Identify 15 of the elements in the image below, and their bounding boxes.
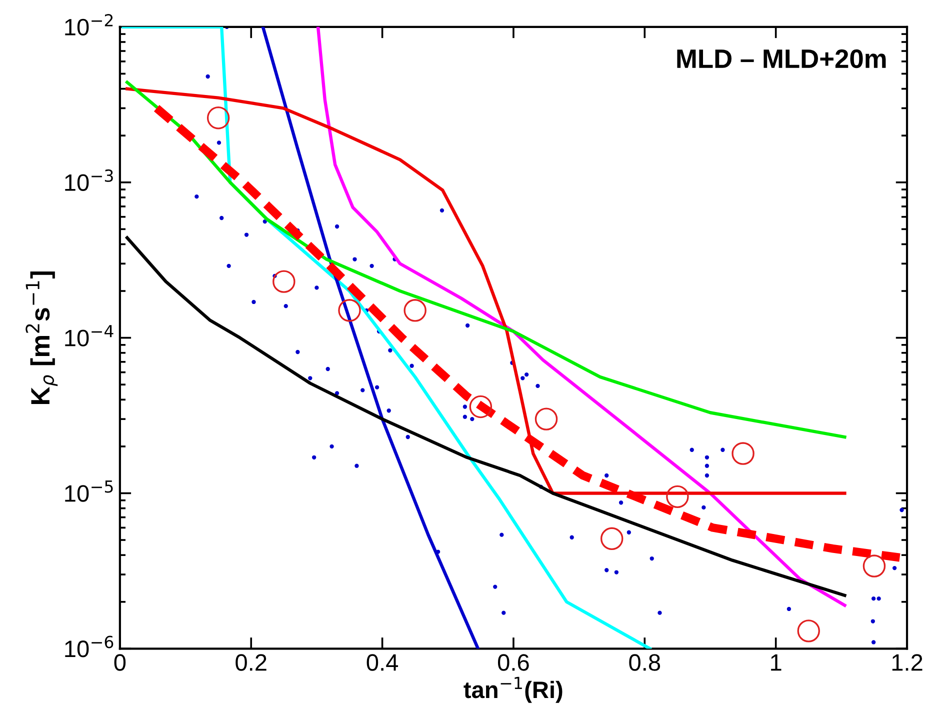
x-axis-title: tan$^{−1}$(Ri) — [464, 676, 562, 703]
x-tick-label: 1 — [771, 654, 782, 671]
y-tick-label: 10$^{−4}$ — [65, 325, 114, 346]
x-tick-label: 0.8 — [629, 654, 660, 671]
y-tick-label: 10$^{−5}$ — [65, 480, 113, 502]
y-tick-label: 10$^{−2}$ — [65, 14, 113, 36]
x-tick-label: 0.2 — [236, 654, 266, 671]
y-tick-label: 10$^{−3}$ — [65, 169, 113, 191]
x-tick-label: 0.4 — [366, 654, 398, 671]
x-tick-label: 0 — [114, 654, 126, 671]
y-tick-label: 10$^{−6}$ — [65, 636, 114, 658]
y-axis-title: K$_{ρ}$ [m$^{2}$s$^{−1}$] — [26, 271, 58, 404]
x-tick-label: 0.6 — [498, 654, 529, 671]
x-tick-label: 1.2 — [892, 654, 922, 671]
annotation: MLD – MLD+20m — [677, 49, 886, 68]
